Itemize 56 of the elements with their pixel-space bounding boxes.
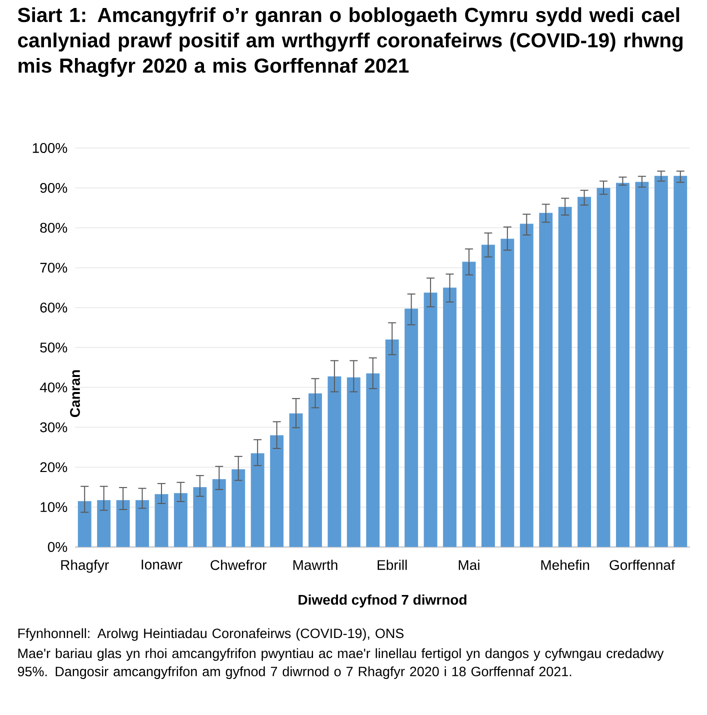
bar bbox=[232, 469, 246, 547]
bar bbox=[424, 292, 438, 547]
bar bbox=[328, 376, 342, 547]
x-tick-label: Ionawr bbox=[142, 560, 182, 570]
bar bbox=[462, 262, 476, 547]
bar bbox=[366, 373, 380, 547]
y-tick-label: 80% bbox=[40, 222, 68, 233]
bar bbox=[289, 413, 303, 547]
x-tick-label: Chwefror bbox=[210, 560, 267, 570]
bar bbox=[250, 453, 264, 547]
x-tick-label: Gorffennaf bbox=[610, 560, 675, 570]
y-tick-label: 30% bbox=[40, 422, 68, 432]
bar bbox=[193, 487, 207, 547]
bar bbox=[539, 212, 553, 547]
text: Ffynhonnell: Arolwg Heintiadau Coronafeirws (COVID-19), ONS bbox=[18, 628, 404, 641]
y-tick-label: 50% bbox=[40, 342, 68, 352]
y-tick-label: 0% bbox=[48, 542, 68, 552]
bar bbox=[346, 377, 360, 547]
bar bbox=[443, 288, 456, 547]
bar bbox=[136, 500, 149, 547]
x-axis-title: Diwedd cyfnod 7 diwrnod bbox=[298, 594, 466, 608]
bar bbox=[97, 500, 111, 547]
y-tick-label: 90% bbox=[40, 182, 68, 193]
bar bbox=[578, 196, 592, 547]
y-tick-label: 60% bbox=[40, 302, 68, 313]
x-tick-label: Mehefin bbox=[541, 560, 590, 570]
y-axis-title: Canran bbox=[70, 370, 80, 418]
bar bbox=[654, 176, 668, 547]
bar bbox=[308, 393, 322, 547]
y-tick-label: 70% bbox=[40, 262, 68, 273]
bar bbox=[154, 494, 168, 547]
x-tick-label: Rhagfyr bbox=[61, 560, 109, 573]
bar bbox=[385, 340, 399, 547]
y-tick-label: 10% bbox=[40, 502, 68, 512]
bar bbox=[116, 500, 130, 547]
x-tick-label: Ebrill bbox=[378, 560, 407, 570]
bar bbox=[596, 188, 610, 547]
bar bbox=[558, 206, 572, 547]
text: Mae'r bariau glas yn rhoi amcangyfrifon pwyntiau ac mae'r linellau fertigol yn dangos y cyfwngau credadwy 95%. Dangosir amcangyfrifon am gyfnod 7 diwrnod o 7 Rhagfyr 2020 i 18 Gorffennaf 2021. bbox=[18, 648, 664, 679]
bar bbox=[78, 501, 92, 547]
x-tick-label: Mawrth bbox=[293, 560, 338, 570]
bar bbox=[500, 238, 514, 547]
bar bbox=[635, 182, 649, 547]
chart-title: Siart 1: Amcangyfrif o’r ganran o boblogaeth Cymru sydd wedi cael canlyniad prawf positif am wrthgyrff coronafeirws (COVID-19) rhwng mis Rhagfyr 2020 a mis Gorffennaf 2021 bbox=[18, 7, 683, 77]
x-tick-label: Mai bbox=[458, 560, 480, 570]
bar bbox=[674, 176, 688, 547]
y-tick-label: 100% bbox=[32, 143, 68, 153]
bar bbox=[212, 479, 226, 547]
y-tick-label: 40% bbox=[40, 382, 68, 392]
bar bbox=[270, 435, 284, 547]
bar bbox=[520, 224, 534, 547]
bar bbox=[616, 182, 630, 547]
bar bbox=[404, 308, 418, 547]
bar bbox=[481, 244, 495, 547]
y-tick-label: 20% bbox=[40, 462, 68, 472]
bar bbox=[174, 493, 188, 547]
